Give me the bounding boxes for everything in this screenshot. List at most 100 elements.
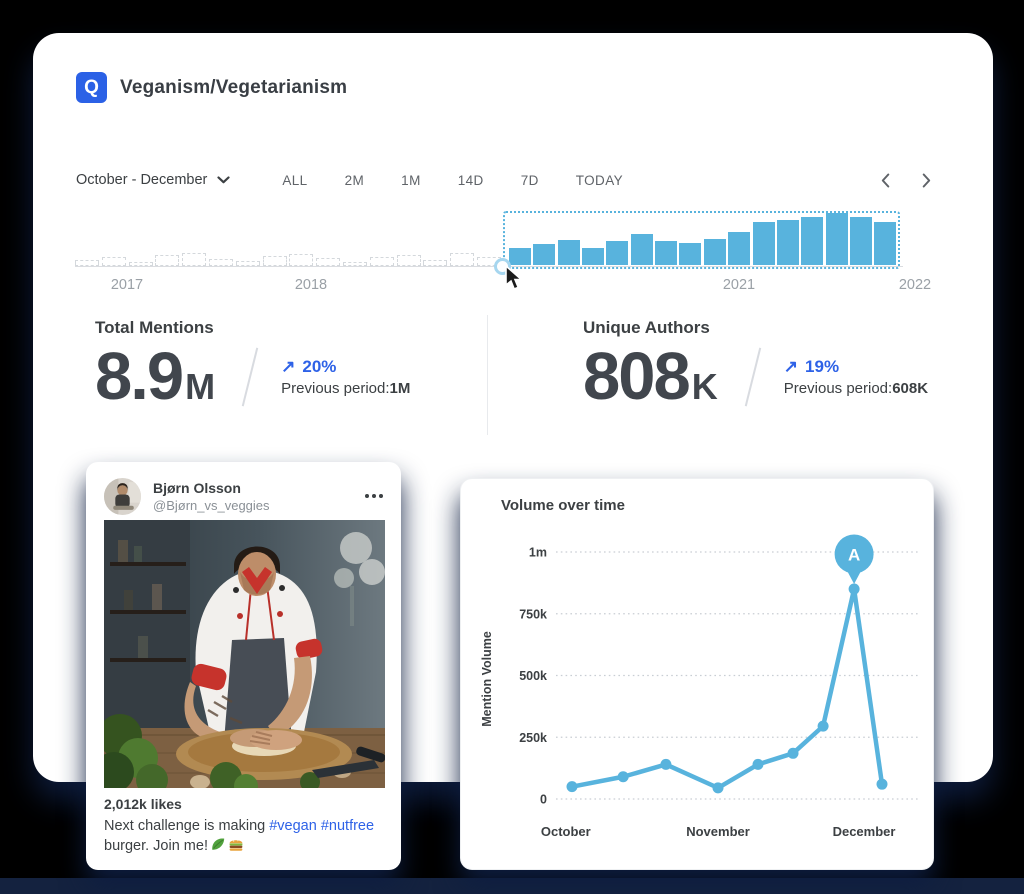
timeline-nav [879, 171, 933, 190]
volume-line [569, 586, 885, 791]
previous-period-value: 608K [892, 380, 929, 398]
timeline-year-label: 2021 [722, 277, 756, 293]
annotation-marker[interactable] [834, 534, 874, 574]
stat-unit: M [185, 366, 216, 407]
previous-period-label: Previous period: [281, 380, 390, 398]
annotation-label: A [848, 546, 860, 565]
timeline-bar [582, 248, 605, 265]
timeline-ghost-bar [75, 260, 99, 266]
burger-emoji-icon [229, 840, 243, 852]
y-tick-label: 250k [519, 731, 547, 745]
stat-title: Unique Authors [583, 318, 710, 337]
y-axis-label: Mention Volume [480, 631, 494, 727]
avatar-image [104, 477, 141, 515]
timeline-bar [728, 232, 751, 265]
preset-buttons: ALL 2M 1M 14D 7D TODAY [282, 167, 623, 194]
post-author-handle[interactable]: @Bjørn_vs_veggies [153, 497, 270, 513]
prev-period-button[interactable] [879, 171, 892, 190]
date-range-dropdown[interactable]: October - December [76, 172, 230, 188]
stat-delta-percent: 20% [302, 357, 337, 377]
preset-button-2m[interactable]: 2M [345, 167, 365, 194]
page-title: Veganism/Vegetarianism [120, 76, 348, 98]
timeline-selected-range[interactable] [503, 211, 900, 269]
timeline-bar [557, 240, 580, 265]
x-tick-label: November [686, 824, 750, 839]
timeline-ghost-bar [450, 253, 475, 266]
trend-up-icon: ↗ [281, 357, 296, 377]
timeline-bar [801, 217, 824, 265]
data-point[interactable] [848, 583, 860, 595]
x-tick-label: December [833, 824, 896, 839]
timeline-bar [776, 220, 799, 265]
query-logo-icon: Q [76, 72, 107, 103]
data-point[interactable] [566, 781, 578, 793]
hashtag-link[interactable]: #vegan [269, 818, 317, 834]
next-period-button[interactable] [920, 171, 933, 190]
preset-button-all[interactable]: ALL [282, 167, 307, 194]
stat-delta-percent: 19% [805, 357, 840, 377]
timeline-ghost-bar [128, 262, 153, 266]
timeline-bar [655, 241, 678, 265]
timeline-bar [533, 244, 556, 265]
stat-value: 808 [583, 339, 691, 414]
timeline-bar [509, 248, 531, 265]
timeline-ghost-bar [289, 254, 314, 266]
timeline-bar [630, 234, 653, 265]
timeline-axis [75, 266, 903, 267]
unique-authors-stat: Unique Authors 808 K ↗ 19% Previous peri… [583, 318, 928, 412]
stat-title: Total Mentions [95, 318, 214, 337]
preset-button-14d[interactable]: 14D [458, 167, 484, 194]
data-point[interactable] [617, 771, 629, 783]
timeline-ghost-bar [262, 256, 287, 266]
timeline-ghost-bar [423, 260, 448, 266]
social-post-card: Bjørn Olsson @Bjørn_vs_veggies [86, 462, 401, 870]
data-point[interactable] [787, 747, 799, 759]
timeline-bar [825, 213, 848, 265]
preset-button-7d[interactable]: 7D [521, 167, 539, 194]
chevron-left-icon [881, 173, 890, 187]
previous-period-value: 1M [389, 380, 411, 398]
y-tick-label: 500k [519, 669, 547, 683]
timeline-bar [874, 222, 897, 265]
more-options-icon[interactable] [363, 488, 385, 504]
timeline-ghost-bar [155, 255, 180, 266]
timeline-ghost-bar [369, 257, 394, 266]
hashtag-link[interactable]: #nutfree [320, 818, 375, 834]
x-tick-label: October [541, 824, 591, 839]
post-image [104, 520, 385, 788]
preset-button-today[interactable]: TODAY [576, 167, 623, 194]
previous-period-label: Previous period: [783, 380, 893, 398]
preset-button-1m[interactable]: 1M [401, 167, 421, 194]
timeline-bar [606, 241, 629, 265]
data-point[interactable] [876, 778, 888, 790]
total-mentions-stat: Total Mentions 8.9 M ↗ 20% Previous peri… [95, 318, 410, 412]
post-caption: Next challenge is making #vegan #nutfree… [104, 816, 386, 857]
timeline-bar [703, 239, 726, 265]
stats-vertical-divider [487, 315, 488, 435]
time-range-toolbar: October - December ALL 2M 1M 14D 7D TODAY [76, 165, 933, 195]
data-point[interactable] [752, 758, 764, 770]
timeline-bar [849, 217, 872, 265]
timeline-ghost-bar [101, 257, 126, 266]
mouse-cursor-icon [503, 264, 525, 296]
data-point[interactable] [817, 720, 829, 732]
avatar[interactable] [104, 477, 141, 515]
trend-up-icon: ↗ [783, 357, 799, 377]
caption-text: burger. Join me! [104, 838, 208, 855]
timeline-bar [679, 243, 702, 265]
post-author-name[interactable]: Bjørn Olsson [153, 479, 241, 496]
y-tick-label: 750k [519, 607, 547, 621]
stat-divider-slash [744, 347, 762, 407]
post-likes: 2,012k likes [104, 796, 182, 812]
post-header: Bjørn Olsson @Bjørn_vs_veggies [104, 476, 385, 516]
timeline-year-label: 2022 [898, 277, 932, 293]
timeline-ghost-bar [316, 258, 341, 266]
timeline-ghost-bar [209, 259, 233, 266]
data-point[interactable] [712, 782, 724, 794]
timeline-year-label: 2017 [110, 277, 144, 293]
timeline-bar [752, 222, 775, 265]
y-tick-label: 1m [529, 546, 547, 560]
stat-divider-slash [241, 347, 259, 407]
timeline-ghost-bar [182, 253, 207, 266]
data-point[interactable] [660, 758, 672, 770]
